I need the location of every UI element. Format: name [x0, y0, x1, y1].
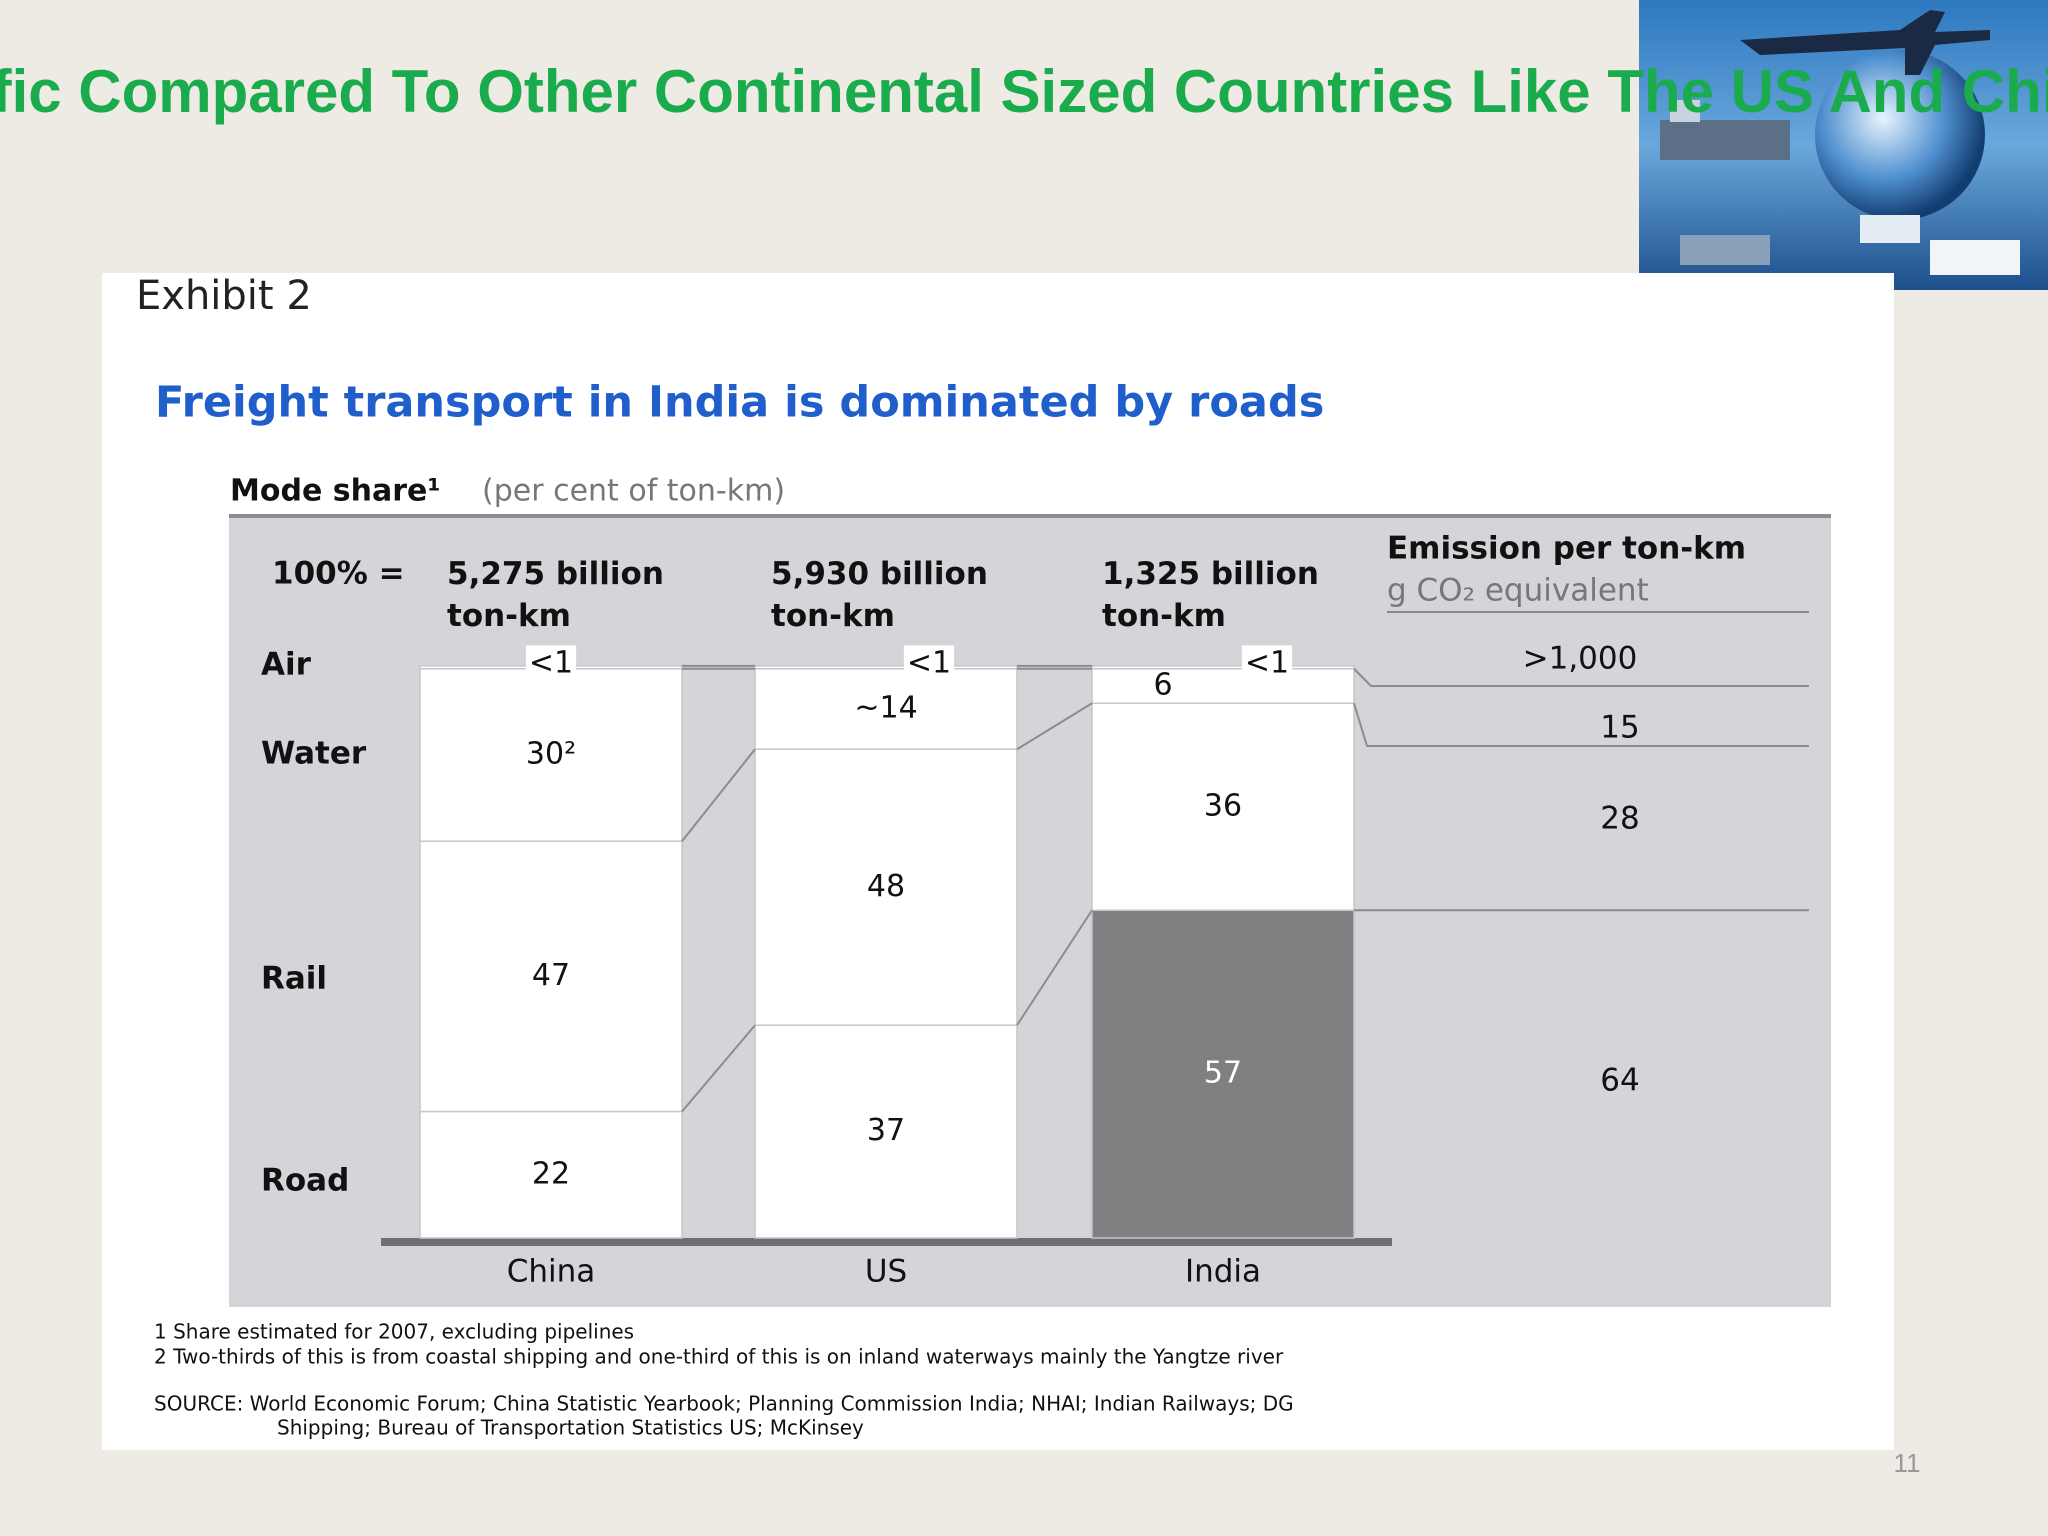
connector — [1016, 702, 1093, 751]
source: SOURCE: World Economic Forum; China Stat… — [154, 1392, 1294, 1416]
emission-value: 28 — [1600, 801, 1639, 837]
emission-divider — [1353, 702, 1809, 747]
value-label: 37 — [867, 1113, 905, 1148]
bar-segment — [1091, 668, 1355, 704]
subtitle-units: (per cent of ton-km) — [482, 474, 785, 509]
footnote: 1 Share estimated for 2007, excluding pi… — [154, 1320, 634, 1344]
total-label: 1,325 billion ton-km — [1102, 556, 1319, 634]
subtitle: Mode share¹ — [230, 474, 440, 509]
value-label: 30² — [526, 737, 576, 772]
slide-title: Freight Traffic Compared To Other Contin… — [0, 58, 2048, 125]
footnote: 2 Two-thirds of this is from coastal shi… — [154, 1345, 1284, 1369]
bar-segment — [754, 665, 1018, 670]
value-label: 6 — [1153, 668, 1172, 703]
emission-value: 15 — [1600, 710, 1639, 746]
label-box — [525, 645, 577, 681]
bar-segment — [419, 840, 683, 1113]
bar-segment — [419, 1110, 683, 1239]
value-label: ~14 — [854, 691, 917, 726]
value-label: 48 — [867, 869, 905, 904]
bar-segment — [754, 668, 1018, 750]
x-tick-label: India — [1185, 1254, 1261, 1290]
connector — [1016, 909, 1093, 1026]
emission-value: 64 — [1600, 1063, 1639, 1099]
total-label: 5,930 billion ton-km — [771, 556, 988, 634]
emission-units: g CO₂ equivalent — [1387, 573, 1649, 609]
bar-segment — [754, 748, 1018, 1026]
value-label: 22 — [532, 1156, 570, 1191]
value-label: <1 — [907, 645, 951, 680]
row-label: Air — [261, 647, 312, 683]
emission-value: >1,000 — [1523, 641, 1638, 677]
label-box — [903, 645, 955, 681]
row-label: Water — [261, 736, 367, 772]
baseline — [381, 1238, 1392, 1246]
connector — [681, 1024, 756, 1113]
exhibit-label: Exhibit 2 — [136, 273, 312, 319]
emission-divider — [1353, 668, 1809, 687]
value-label: 57 — [1204, 1056, 1242, 1091]
chart-title: Freight transport in India is dominated … — [155, 378, 1324, 428]
page-number: 11 — [1894, 1448, 1921, 1478]
bar-segment — [754, 1024, 1018, 1239]
value-label: 47 — [532, 958, 570, 993]
value-label: <1 — [529, 645, 573, 680]
plot-top-border — [229, 514, 1831, 518]
total-label: 5,275 billion ton-km — [447, 556, 664, 634]
bar-segment — [1091, 909, 1355, 1239]
bar-segment — [1091, 702, 1355, 911]
bar-segment — [1091, 665, 1355, 670]
row-label: Rail — [261, 961, 327, 997]
value-label: 36 — [1204, 788, 1242, 823]
bar-segment — [419, 668, 683, 842]
x-tick-label: China — [507, 1254, 596, 1290]
total-prefix: 100% = — [272, 556, 405, 592]
x-tick-label: US — [865, 1254, 907, 1290]
header-image — [1639, 0, 2048, 290]
source: Shipping; Bureau of Transportation Stati… — [277, 1416, 864, 1440]
emission-title: Emission per ton-km — [1387, 531, 1746, 567]
value-label: <1 — [1245, 645, 1289, 680]
label-box — [1241, 645, 1293, 681]
connector — [681, 748, 756, 842]
row-label: Road — [261, 1163, 349, 1199]
